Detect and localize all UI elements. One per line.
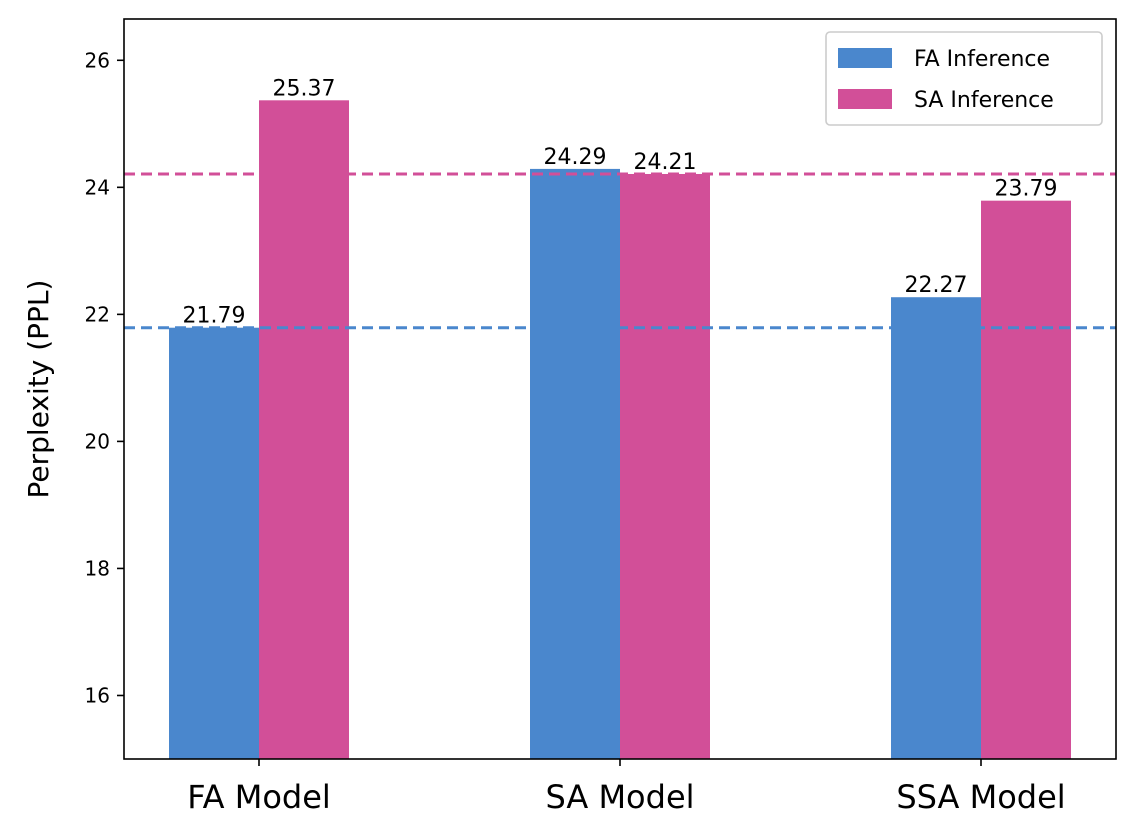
- legend-swatch: [838, 48, 892, 68]
- reference-lines-group: [124, 172, 1116, 330]
- bar-sa-inference-sa-model: [620, 173, 710, 759]
- data-label: 24.21: [634, 150, 697, 175]
- bar-sa-inference-ssa-model: [981, 200, 1071, 760]
- x-tick-label: FA Model: [187, 778, 331, 816]
- y-tick-label: 16: [85, 683, 110, 707]
- x-axis: FA Model SA Model SSA Model: [187, 759, 1066, 816]
- y-tick-label: 18: [85, 556, 110, 580]
- data-labels-group: 21.79 24.29 22.27 25.37 24.21 23.79: [183, 76, 1058, 328]
- x-tick-label: SSA Model: [896, 778, 1065, 816]
- x-tick-label: SA Model: [545, 778, 694, 816]
- bar-fa-inference-ssa-model: [891, 297, 981, 759]
- legend-box: [825, 31, 1103, 126]
- plot-frame: [123, 18, 1117, 760]
- data-label: 22.27: [905, 273, 968, 298]
- data-label: 23.79: [995, 177, 1058, 202]
- data-label: 24.29: [544, 145, 607, 170]
- legend-swatch: [838, 89, 892, 109]
- bar-fa-inference-sa-model: [530, 168, 620, 759]
- legend-label: FA Inference: [914, 47, 1050, 72]
- legend: FA Inference SA Inference: [825, 31, 1103, 126]
- data-label: 25.37: [273, 76, 336, 101]
- y-tick-label: 24: [85, 175, 110, 199]
- y-tick-label: 22: [85, 302, 110, 326]
- y-tick-label: 20: [85, 429, 110, 453]
- bar-sa-inference-fa-model: [259, 100, 349, 760]
- y-tick-label: 26: [85, 48, 110, 72]
- bars-group: [169, 100, 1071, 760]
- data-label: 21.79: [183, 304, 246, 329]
- y-axis-title: Perplexity (PPL): [22, 280, 55, 499]
- bar-fa-inference-fa-model: [169, 327, 259, 759]
- y-axis: 16 18 20 22 24 26: [85, 48, 124, 707]
- legend-label: SA Inference: [914, 88, 1054, 113]
